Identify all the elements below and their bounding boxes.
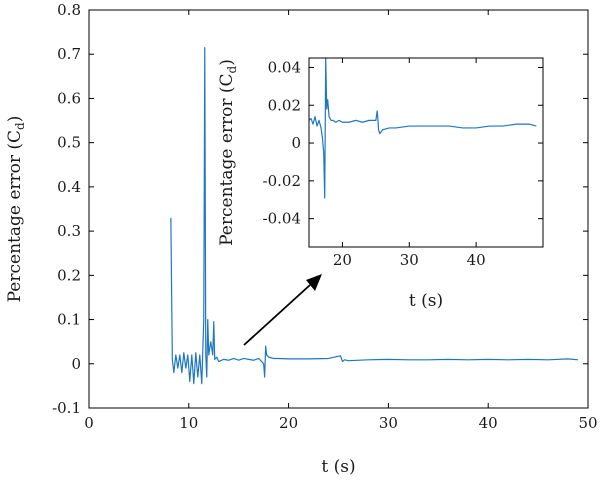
inset-chart: 20 30 40 -0.04 -0.02 0 0.02 0.04 t (s) Percentage… [217,57,544,311]
y-tick-label: 0.04 [268,58,301,76]
y-tick-label: 0 [291,134,301,152]
y-axis-label: Percentage error (Cd) [5,116,27,303]
y-tick-label: 0 [71,355,81,373]
y-tick-label: 0.8 [57,1,81,19]
x-tick-label: 20 [279,414,298,432]
x-axis-label: t (s) [409,291,443,311]
y-axis-label-close: ) [217,59,237,66]
y-tick-label: 0.4 [57,178,81,196]
y-axis-label-sub: d [13,122,27,130]
y-axis-label-main: Percentage error (C [217,73,237,245]
x-tick-label: 40 [479,414,498,432]
x-axis-label: t (s) [321,457,355,477]
y-axis-label-main: Percentage error (C [5,130,25,302]
y-tick-label: 0.5 [57,134,81,152]
x-tick-label: 20 [333,251,352,269]
y-tick-label: 0.02 [268,96,301,114]
x-tick-label: 40 [467,251,486,269]
y-tick-label: 0.3 [57,222,81,240]
plot-frame [88,9,589,409]
x-tick-label: 10 [179,414,198,432]
y-tick-label: -0.1 [52,399,81,417]
x-tick-label: 50 [578,414,597,432]
x-tick-label: 0 [84,414,94,432]
series-line [308,57,537,199]
callout-arrow [243,274,322,346]
y-tick-label: 0.1 [57,311,81,329]
y-axis-label-sub: d [225,65,239,73]
y-axis-label: Percentage error (Cd) [217,59,239,246]
y-tick-label: 0.7 [57,45,81,63]
plot-area [309,58,543,247]
series-line [170,46,579,385]
y-tick-label: -0.04 [263,210,301,228]
x-tick-label: 30 [379,414,398,432]
y-axis-label-close: ) [5,116,25,123]
x-tick-label: 30 [400,251,419,269]
y-tick-label: -0.02 [263,172,301,190]
y-tick-label: 0.2 [57,266,81,284]
plot-frame [308,57,544,248]
y-tick-label: 0.6 [57,89,81,107]
